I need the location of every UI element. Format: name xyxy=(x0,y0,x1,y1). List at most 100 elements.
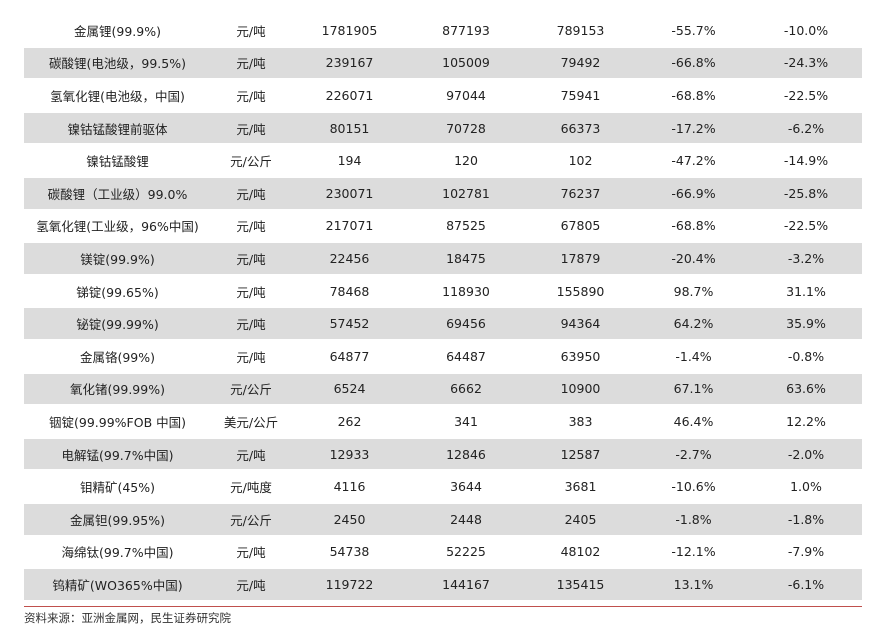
price-cell-2: 87525 xyxy=(408,209,524,244)
table-row: 海绵钛(99.7%中国) 元/吨 54738 52225 48102 -12.1% -7.9… xyxy=(24,535,862,570)
price-cell-3: 102 xyxy=(524,144,637,178)
product-name-cell: 铟锭(99.99%FOB 中国) xyxy=(24,405,211,439)
unit-cell: 元/公斤 xyxy=(211,372,291,407)
price-cell-3: 76237 xyxy=(524,176,637,211)
unit-cell: 元/吨 xyxy=(211,307,291,341)
price-cell-1: 194 xyxy=(291,144,408,178)
table-row: 镍钴锰酸锂 元/公斤 194 120 102 -47.2% -14.9% xyxy=(24,144,862,178)
price-cell-2: 3644 xyxy=(408,470,524,504)
table-row: 金属钽(99.95%) 元/公斤 2450 2448 2405 -1.8% -1.8% xyxy=(24,502,862,537)
price-cell-2: 105009 xyxy=(408,46,524,81)
metal-price-table: 金属锂(99.9%) 元/吨 1781905 877193 789153 -55.7% -1… xyxy=(24,15,862,602)
change-cell-2: 1.0% xyxy=(750,470,862,504)
unit-cell: 元/吨 xyxy=(211,274,291,309)
product-name-cell: 锑锭(99.65%) xyxy=(24,274,211,309)
unit-cell: 元/吨 xyxy=(211,176,291,211)
table-row: 铟锭(99.99%FOB 中国) 美元/公斤 262 341 383 46.4% 12.2% xyxy=(24,405,862,439)
change-cell-2: -6.2% xyxy=(750,111,862,146)
table-row: 镍钴锰酸锂前驱体 元/吨 80151 70728 66373 -17.2% -6.2% xyxy=(24,111,862,146)
table-row: 金属锂(99.9%) 元/吨 1781905 877193 789153 -55.7% -1… xyxy=(24,15,862,48)
price-cell-1: 239167 xyxy=(291,46,408,81)
change-cell-2: -22.5% xyxy=(750,79,862,113)
change-cell-1: -12.1% xyxy=(637,535,750,570)
change-cell-2: -0.8% xyxy=(750,339,862,374)
change-cell-2: -1.8% xyxy=(750,502,862,537)
unit-cell: 元/吨 xyxy=(211,209,291,244)
change-cell-1: 13.1% xyxy=(637,568,750,602)
price-cell-3: 2405 xyxy=(524,502,637,537)
product-name-cell: 金属铬(99%) xyxy=(24,339,211,374)
unit-cell: 元/吨 xyxy=(211,535,291,570)
price-cell-1: 57452 xyxy=(291,307,408,341)
product-name-cell: 海绵钛(99.7%中国) xyxy=(24,535,211,570)
change-cell-2: -25.8% xyxy=(750,176,862,211)
change-cell-1: -66.9% xyxy=(637,176,750,211)
product-name-cell: 钨精矿(WO365%中国) xyxy=(24,568,211,602)
price-cell-3: 75941 xyxy=(524,79,637,113)
price-table-container: 金属锂(99.9%) 元/吨 1781905 877193 789153 -55.7% -1… xyxy=(24,15,862,602)
price-cell-1: 6524 xyxy=(291,372,408,407)
product-name-cell: 氢氧化锂(电池级，中国) xyxy=(24,79,211,113)
price-cell-1: 78468 xyxy=(291,274,408,309)
price-cell-1: 262 xyxy=(291,405,408,439)
change-cell-2: -3.2% xyxy=(750,242,862,276)
price-cell-1: 2450 xyxy=(291,502,408,537)
price-cell-3: 17879 xyxy=(524,242,637,276)
unit-cell: 元/吨度 xyxy=(211,470,291,504)
change-cell-2: -10.0% xyxy=(750,15,862,48)
change-cell-1: -1.8% xyxy=(637,502,750,537)
change-cell-2: -14.9% xyxy=(750,144,862,178)
change-cell-2: -2.0% xyxy=(750,437,862,472)
price-cell-2: 97044 xyxy=(408,79,524,113)
price-cell-3: 155890 xyxy=(524,274,637,309)
change-cell-1: -17.2% xyxy=(637,111,750,146)
price-cell-3: 10900 xyxy=(524,372,637,407)
price-cell-1: 217071 xyxy=(291,209,408,244)
price-cell-3: 12587 xyxy=(524,437,637,472)
change-cell-2: 12.2% xyxy=(750,405,862,439)
price-cell-2: 64487 xyxy=(408,339,524,374)
product-name-cell: 镁锭(99.9%) xyxy=(24,242,211,276)
table-row: 金属铬(99%) 元/吨 64877 64487 63950 -1.4% -0.8% xyxy=(24,339,862,374)
product-name-cell: 镍钴锰酸锂 xyxy=(24,144,211,178)
change-cell-2: -6.1% xyxy=(750,568,862,602)
change-cell-1: 67.1% xyxy=(637,372,750,407)
change-cell-1: 46.4% xyxy=(637,405,750,439)
unit-cell: 元/吨 xyxy=(211,15,291,48)
price-cell-2: 52225 xyxy=(408,535,524,570)
price-cell-1: 1781905 xyxy=(291,15,408,48)
change-cell-1: -68.8% xyxy=(637,79,750,113)
product-name-cell: 氢氧化锂(工业级，96%中国) xyxy=(24,209,211,244)
change-cell-1: 64.2% xyxy=(637,307,750,341)
price-cell-1: 64877 xyxy=(291,339,408,374)
source-note: 资料来源：亚洲金属网，民生证券研究院 xyxy=(24,611,231,625)
price-cell-3: 135415 xyxy=(524,568,637,602)
change-cell-2: -22.5% xyxy=(750,209,862,244)
price-cell-2: 6662 xyxy=(408,372,524,407)
price-cell-1: 12933 xyxy=(291,437,408,472)
price-cell-2: 69456 xyxy=(408,307,524,341)
price-cell-2: 118930 xyxy=(408,274,524,309)
table-row: 氢氧化锂(电池级，中国) 元/吨 226071 97044 75941 -68.8% -22… xyxy=(24,79,862,113)
unit-cell: 元/吨 xyxy=(211,242,291,276)
product-name-cell: 金属锂(99.9%) xyxy=(24,15,211,48)
price-cell-3: 48102 xyxy=(524,535,637,570)
table-row: 锑锭(99.65%) 元/吨 78468 118930 155890 98.7% 31.1% xyxy=(24,274,862,309)
price-cell-3: 63950 xyxy=(524,339,637,374)
price-cell-3: 79492 xyxy=(524,46,637,81)
change-cell-1: 98.7% xyxy=(637,274,750,309)
change-cell-2: 63.6% xyxy=(750,372,862,407)
table-row: 钨精矿(WO365%中国) 元/吨 119722 144167 135415 13.1% -… xyxy=(24,568,862,602)
change-cell-2: -24.3% xyxy=(750,46,862,81)
unit-cell: 元/公斤 xyxy=(211,502,291,537)
unit-cell: 元/吨 xyxy=(211,111,291,146)
change-cell-2: 35.9% xyxy=(750,307,862,341)
unit-cell: 元/吨 xyxy=(211,79,291,113)
unit-cell: 元/吨 xyxy=(211,437,291,472)
price-cell-2: 12846 xyxy=(408,437,524,472)
table-row: 镁锭(99.9%) 元/吨 22456 18475 17879 -20.4% -3.2% xyxy=(24,242,862,276)
unit-cell: 美元/公斤 xyxy=(211,405,291,439)
price-cell-2: 102781 xyxy=(408,176,524,211)
price-cell-2: 341 xyxy=(408,405,524,439)
change-cell-1: -1.4% xyxy=(637,339,750,374)
